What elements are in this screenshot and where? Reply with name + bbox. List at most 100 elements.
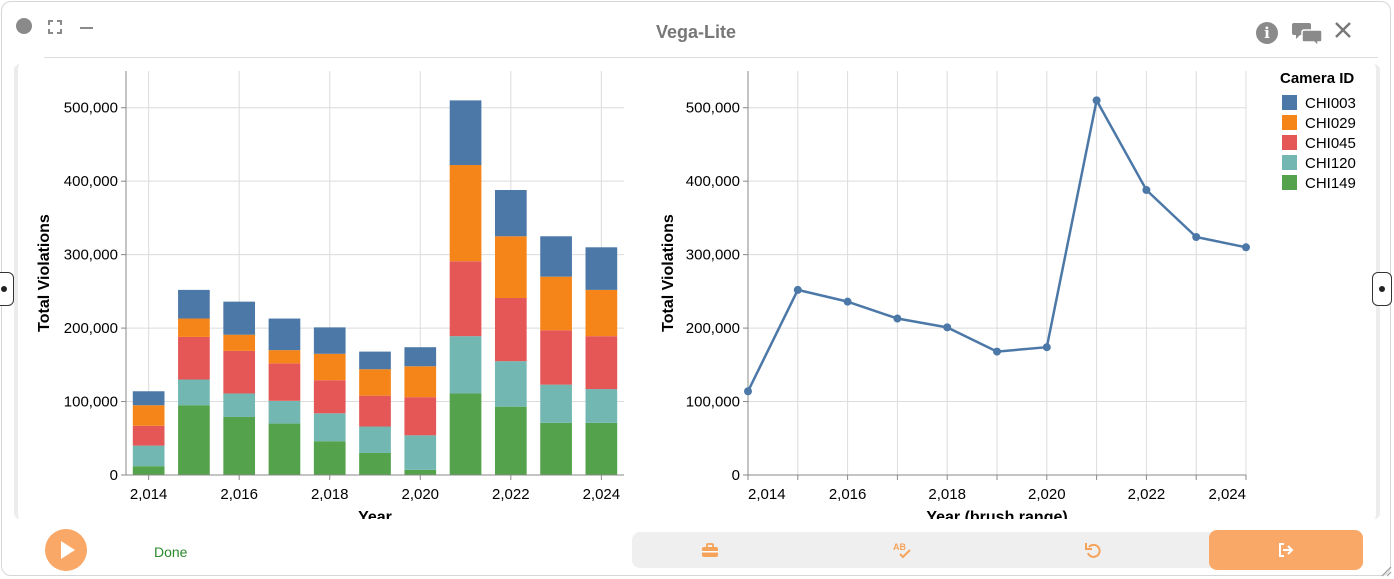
y-axis-title: Total Violations — [660, 214, 677, 332]
charts-canvas: 0 100,000 200,000 300,000 400,000 500,000 2,01… — [36, 70, 1356, 519]
bar-CHI149-2024 — [585, 422, 618, 475]
line-point-2023 — [1192, 233, 1201, 242]
legend-label-CHI120: CHI120 — [1305, 155, 1356, 172]
bottom-bar: Done AB — [2, 522, 1390, 578]
bar-CHI029-2023 — [540, 276, 572, 331]
title-divider — [44, 57, 1378, 58]
minimize-icon[interactable] — [80, 27, 93, 29]
bar-CHI029-2016 — [223, 334, 256, 351]
legend-swatch-CHI003 — [1282, 95, 1297, 110]
bar-CHI120-2021 — [449, 336, 482, 394]
x-tick-label: 2,016 — [220, 486, 258, 503]
x-tick-label: 2,022 — [492, 486, 530, 503]
bar-CHI029-2014 — [132, 405, 165, 426]
bar-CHI120-2024 — [585, 389, 618, 423]
legend-label-CHI029: CHI029 — [1305, 115, 1356, 132]
bar-CHI149-2015 — [178, 405, 210, 475]
title-bar: Vega-Lite i — [2, 2, 1390, 58]
line-point-2017 — [893, 314, 902, 323]
bar-CHI003-2022 — [494, 189, 527, 237]
line-point-2024 — [1242, 243, 1250, 252]
bar-CHI120-2016 — [223, 393, 256, 417]
play-icon[interactable] — [45, 529, 87, 571]
bar-CHI003-2017 — [268, 318, 301, 351]
bar-CHI149-2020 — [404, 469, 437, 475]
x-axis-title: Year — [358, 509, 392, 519]
bar-CHI003-2023 — [540, 236, 572, 277]
x-tick-label: 2,022 — [1128, 486, 1166, 503]
x-tick-label: 2,014 — [130, 486, 168, 503]
bar-CHI003-2018 — [313, 327, 346, 354]
bar-CHI045-2018 — [313, 380, 346, 414]
legend-label-CHI149: CHI149 — [1305, 175, 1356, 192]
left-panel-handle[interactable] — [0, 272, 14, 306]
y-tick-label: 0 — [732, 467, 740, 484]
bar-CHI029-2022 — [494, 236, 527, 298]
y-tick-label: 0 — [110, 467, 118, 484]
toolbox-icon[interactable] — [700, 541, 720, 559]
x-tick-label: 2,024 — [583, 486, 621, 503]
bar-CHI149-2019 — [359, 452, 391, 475]
undo-icon[interactable] — [1084, 541, 1104, 559]
bar-CHI029-2024 — [585, 289, 618, 337]
legend-swatch-CHI029 — [1282, 115, 1297, 130]
bar-CHI029-2017 — [268, 350, 301, 364]
y-tick-label: 100,000 — [64, 394, 118, 411]
expand-icon[interactable] — [48, 20, 62, 34]
exit-button[interactable] — [1209, 530, 1363, 570]
line-point-2021 — [1092, 96, 1101, 105]
bar-CHI003-2020 — [404, 347, 437, 367]
legend-swatch-CHI120 — [1282, 155, 1297, 170]
circle-icon[interactable] — [16, 18, 32, 34]
right-panel-handle[interactable] — [1372, 272, 1392, 306]
bar-CHI003-2015 — [178, 289, 210, 319]
bar-CHI120-2022 — [494, 361, 527, 407]
legend-label-CHI045: CHI045 — [1305, 135, 1356, 152]
bar-CHI045-2021 — [449, 261, 482, 337]
bar-CHI045-2024 — [585, 336, 618, 390]
line-point-2019 — [993, 347, 1001, 356]
bar-CHI003-2019 — [359, 351, 391, 370]
y-tick-label: 200,000 — [686, 320, 740, 337]
y-axis-title: Total Violations — [36, 214, 53, 332]
info-icon[interactable]: i — [1256, 22, 1278, 44]
line-point-2016 — [843, 297, 852, 306]
y-tick-label: 200,000 — [64, 320, 118, 337]
x-tick-label: 2,024 — [1208, 486, 1246, 503]
bar-CHI149-2021 — [449, 393, 482, 475]
bar-CHI029-2021 — [449, 165, 482, 262]
exit-icon — [1279, 543, 1294, 557]
bar-CHI029-2019 — [359, 369, 391, 396]
bar-CHI149-2022 — [494, 406, 527, 475]
y-tick-label: 400,000 — [64, 173, 118, 190]
y-tick-label: 500,000 — [686, 100, 740, 117]
legend-title: Camera ID — [1280, 70, 1354, 87]
x-tick-label: 2,018 — [928, 486, 966, 503]
legend-swatch-CHI149 — [1282, 175, 1297, 190]
x-tick-label: 2,014 — [748, 486, 786, 503]
bar-CHI045-2023 — [540, 330, 572, 385]
y-tick-label: 100,000 — [686, 394, 740, 411]
bar-CHI149-2014 — [132, 466, 165, 475]
bar-CHI045-2015 — [178, 336, 210, 380]
resize-grip-icon[interactable] — [1380, 565, 1392, 577]
bar-CHI045-2016 — [223, 350, 256, 394]
bar-CHI003-2014 — [132, 391, 165, 406]
bar-CHI045-2017 — [268, 363, 301, 401]
bar-CHI003-2024 — [585, 247, 618, 290]
line-point-2015 — [793, 285, 802, 294]
bar-CHI029-2015 — [178, 318, 210, 337]
bar-CHI149-2018 — [313, 441, 346, 475]
chat-icon[interactable] — [1292, 20, 1322, 46]
x-tick-label: 2,016 — [829, 486, 867, 503]
bar-CHI120-2014 — [132, 445, 165, 467]
bar-CHI029-2018 — [313, 353, 346, 381]
spellcheck-icon[interactable]: AB — [892, 541, 912, 559]
close-icon[interactable] — [1334, 21, 1352, 39]
y-tick-label: 400,000 — [686, 173, 740, 190]
bar-CHI120-2020 — [404, 435, 437, 470]
y-tick-label: 300,000 — [686, 247, 740, 264]
chart-area: 0 100,000 200,000 300,000 400,000 500,000 2,01… — [14, 64, 1380, 519]
x-tick-label: 2,020 — [1028, 486, 1066, 503]
